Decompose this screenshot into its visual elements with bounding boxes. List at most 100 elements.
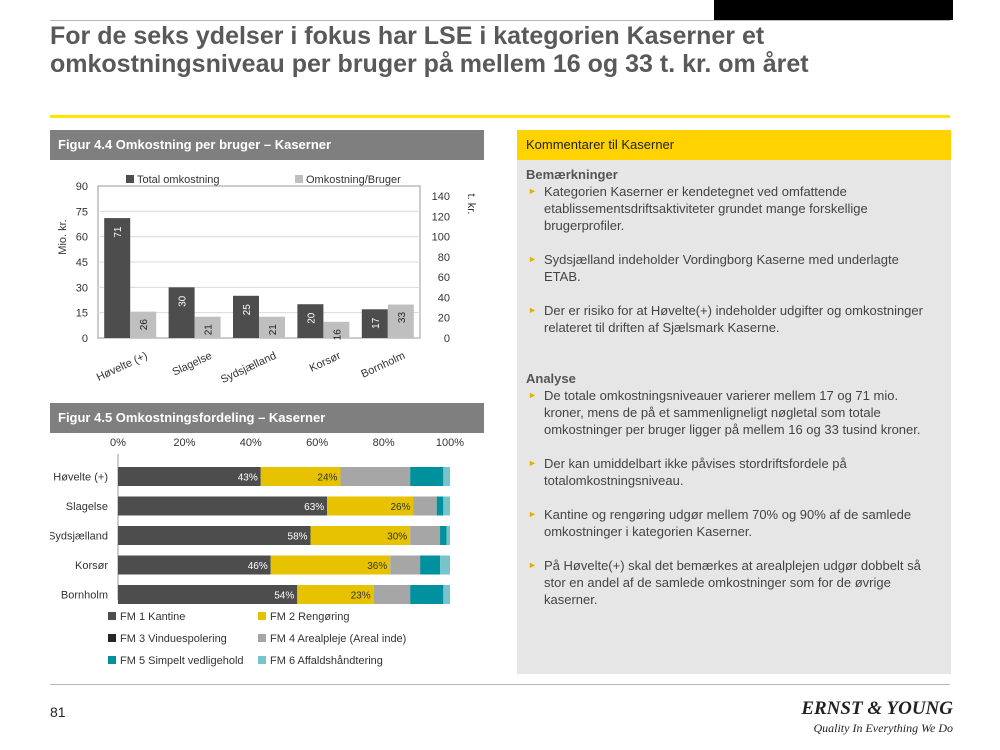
legend-label: FM 6 Affaldshåndtering <box>270 655 383 667</box>
stacked-segment <box>118 585 298 604</box>
y-tick-label-right: 60 <box>438 272 450 284</box>
x-tick-label: 100% <box>436 437 464 449</box>
legend-swatch <box>108 634 116 642</box>
legend-label-total: Total omkostning <box>137 174 220 186</box>
y-tick-label-right: 100 <box>432 232 450 244</box>
segment-label: 24% <box>317 473 337 484</box>
segment-label: 43% <box>238 473 258 484</box>
category-label: Høvelte (+) <box>53 472 108 484</box>
top-divider <box>50 20 950 21</box>
cost-per-user-chart: 0 15 30 45 60 75 90 0 20 40 60 80 100 120 140 Mio. kr. t… <box>57 174 477 386</box>
segment-label: 30% <box>387 532 407 543</box>
page-title: For de seks ydelser i fokus har LSE i ka… <box>50 22 809 78</box>
bar-total-omkostning <box>168 287 195 338</box>
remarks-list: Kategorien Kaserner er kendetegnet ved o… <box>526 183 937 336</box>
figure-4-4-title: Figur 4.4 Omkostning per bruger – Kasern… <box>50 130 484 160</box>
x-tick-label: Korsør <box>308 350 343 375</box>
ernst-young-logo: ERNST & YOUNG Quality In Everything We D… <box>788 698 953 736</box>
bar-omkostning-per-bruger <box>130 311 157 338</box>
stacked-segment <box>270 555 391 575</box>
category-label: Bornholm <box>61 590 108 602</box>
stacked-segment <box>340 467 411 486</box>
stacked-segment <box>420 555 441 575</box>
bar-omkostning-per-bruger <box>259 316 285 338</box>
stacked-segment <box>118 526 311 545</box>
bar-total-omkostning <box>297 304 324 338</box>
stacked-segment <box>118 496 328 516</box>
legend-swatch <box>258 612 266 620</box>
analysis-item: De totale omkostningsniveauer varierer m… <box>526 387 937 438</box>
stacked-segment <box>443 496 450 516</box>
legend-label: FM 4 Arealpleje (Areal inde) <box>270 633 406 645</box>
bar-omkostning-per-bruger <box>323 321 350 338</box>
y-tick-label-left: 15 <box>76 308 88 320</box>
segment-label: 23% <box>351 591 371 602</box>
bar-label-per-user: 21 <box>268 324 279 336</box>
bar-omkostning-per-bruger <box>194 316 221 338</box>
legend-label: FM 1 Kantine <box>120 611 185 623</box>
x-tick-label: 20% <box>173 437 195 449</box>
stacked-segment <box>310 526 411 545</box>
bar-label-total: 20 <box>306 312 317 324</box>
comments-panel: Kommentarer til Kaserner Bemærkninger Ka… <box>517 130 951 674</box>
legend-swatch <box>258 634 266 642</box>
bar-label-per-user: 33 <box>397 312 408 324</box>
bar-total-omkostning <box>361 309 388 338</box>
y-tick-label-right: 120 <box>432 211 450 223</box>
stacked-segment <box>118 467 261 486</box>
stacked-segment <box>436 496 444 516</box>
segment-label: 26% <box>390 502 410 513</box>
category-label: Korsør <box>75 560 108 572</box>
title-underline <box>50 115 950 118</box>
bar-label-total: 25 <box>242 304 253 316</box>
stacked-segment <box>260 467 341 486</box>
y-tick-label-right: 20 <box>438 313 450 325</box>
stacked-segment <box>118 555 271 575</box>
y-tick-label-left: 30 <box>76 282 88 294</box>
legend-label-per-user: Omkostning/Bruger <box>306 174 401 186</box>
segment-label: 63% <box>304 502 324 513</box>
bar-label-per-user: 21 <box>204 324 215 336</box>
x-tick-label: 0% <box>110 437 126 449</box>
y-axis-label-left: Mio. kr. <box>57 219 69 254</box>
segment-label: 58% <box>288 532 308 543</box>
stacked-segment <box>440 526 447 545</box>
bottom-divider <box>50 684 950 685</box>
x-tick-label: 40% <box>240 437 262 449</box>
y-tick-label-left: 0 <box>82 333 88 345</box>
x-tick-label: Bornholm <box>359 350 407 381</box>
cost-distribution-chart: 0% 20% 40% 60% 80% 100% Høvelte (+) 43% 24% Slage… <box>50 437 464 667</box>
legend-swatch-total <box>126 175 134 183</box>
legend-label: FM 3 Vinduespolering <box>120 633 227 645</box>
x-tick-label: 60% <box>306 437 328 449</box>
y-tick-label-left: 45 <box>76 257 88 269</box>
y-tick-label-right: 80 <box>438 252 450 264</box>
stacked-segment <box>446 526 450 545</box>
x-tick-label: 80% <box>373 437 395 449</box>
y-tick-label-right: 40 <box>438 292 450 304</box>
bar-label-per-user: 26 <box>139 319 150 331</box>
x-tick-label: Høvelte (+) <box>95 350 150 384</box>
segment-label: 54% <box>274 591 294 602</box>
analysis-item: På Høvelte(+) skal det bemærkes at areal… <box>526 557 937 608</box>
analysis-title: Analyse <box>526 371 576 386</box>
y-tick-label-right: 140 <box>432 191 450 203</box>
bar-label-total: 71 <box>113 226 124 238</box>
stacked-segment <box>413 496 437 516</box>
comments-header: Kommentarer til Kaserner <box>517 130 951 160</box>
page-number: 81 <box>50 704 66 720</box>
bar-total-omkostning <box>104 218 131 338</box>
x-tick-label: Sydsjælland <box>219 350 278 386</box>
y-tick-label-left: 60 <box>76 232 88 244</box>
legend-label: FM 5 Simpelt vedligehold <box>120 655 244 667</box>
category-label: Sydsjælland <box>50 531 108 543</box>
legend-swatch <box>108 656 116 664</box>
stacked-segment <box>327 496 414 516</box>
x-tick-label: Slagelse <box>171 350 214 379</box>
bar-total-omkostning <box>233 295 259 338</box>
top-black-bar <box>714 0 953 20</box>
stacked-segment <box>410 467 444 486</box>
stacked-segment <box>390 555 421 575</box>
stacked-segment <box>373 585 411 604</box>
legend-swatch <box>258 656 266 664</box>
